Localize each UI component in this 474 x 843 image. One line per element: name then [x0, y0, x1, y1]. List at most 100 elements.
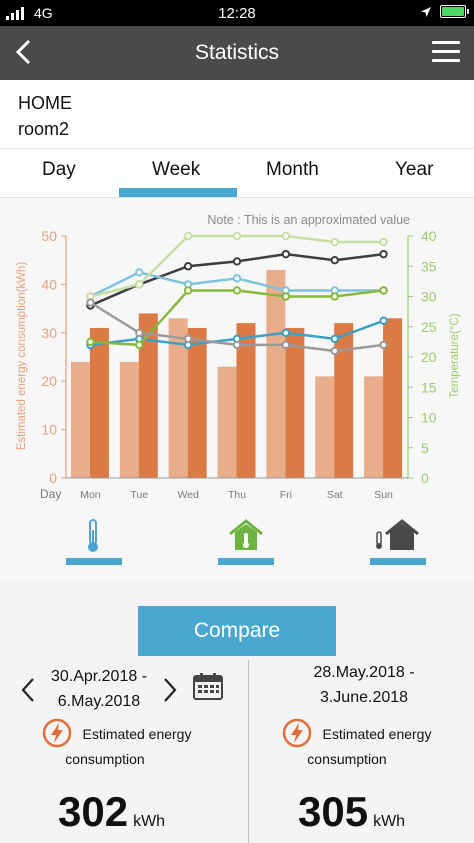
right-estimated-line1: Estimated energy: [322, 726, 432, 742]
y-axis-right-label: Temperature(°C): [449, 313, 461, 398]
bar-s1-sat: [334, 323, 354, 478]
bar-s1-wed: [187, 327, 207, 478]
signal-bars-icon: [6, 6, 24, 20]
y-left-tick-label-10: 10: [41, 422, 57, 438]
status-time: 12:28: [218, 5, 256, 22]
point-s5-mon: [86, 298, 95, 307]
point-s5-tue: [135, 328, 144, 338]
thermometer-home-dark-icon[interactable]: [374, 518, 420, 552]
point-s3-sat: [330, 334, 339, 344]
compare-divider: [248, 660, 249, 843]
point-s4-sat: [330, 292, 339, 301]
bar-s1-tue: [138, 313, 158, 478]
right-estimated-line2: consumption: [307, 751, 387, 767]
y-axis-left-label: Estimated energy consumption(kWh): [16, 262, 28, 451]
y-left-tick-label-20: 20: [41, 373, 57, 389]
y-left-tick-label-50: 50: [41, 228, 57, 244]
left-estimated-line1: Estimated energy: [82, 726, 192, 742]
y-left-tick-label-0: 0: [49, 470, 57, 486]
point-s2-thu: [232, 231, 242, 241]
left-unit: kWh: [133, 813, 166, 830]
home-thermometer-icon[interactable]: [228, 518, 264, 552]
point-s3-sun: [379, 316, 388, 325]
y-right-tick-label-35: 35: [421, 258, 437, 274]
bar-s0-tue: [119, 361, 139, 478]
y-left-tick-label-30: 30: [41, 325, 57, 341]
hamburger-menu-icon[interactable]: [432, 41, 460, 63]
right-value: 305: [298, 788, 369, 835]
compare-button[interactable]: Compare: [138, 606, 336, 656]
bar-s1-mon: [89, 327, 109, 478]
carrier-label: 4G: [34, 5, 53, 21]
bar-s0-mon: [70, 361, 90, 478]
energy-bolt-icon-right: [282, 718, 312, 748]
left-value: 302: [58, 788, 129, 835]
y-left-tick-label-40: 40: [41, 276, 57, 292]
y-right-tick-label-20: 20: [421, 349, 437, 365]
calendar-icon[interactable]: [193, 672, 223, 700]
series-filters: [0, 510, 474, 580]
point-s5-wed: [183, 334, 193, 344]
chevron-right-icon[interactable]: [162, 676, 178, 704]
bar-s1-fri: [285, 327, 305, 478]
period-tabs: Day Week Month Year: [0, 148, 474, 198]
location-block: HOME room2: [18, 90, 72, 142]
point-s4-fri: [281, 292, 291, 301]
thermometer-icon[interactable]: [82, 518, 104, 554]
point-s5-thu: [232, 340, 242, 350]
x-tick-label-wed: Wed: [177, 489, 199, 501]
right-range-end: 3.June.2018: [319, 689, 409, 706]
filter-underline-home: [218, 558, 274, 565]
chevron-left-icon[interactable]: [20, 676, 36, 704]
left-range-end: 6.May.2018: [57, 693, 141, 710]
status-right: [420, 5, 469, 18]
room-name: room2: [18, 119, 70, 139]
right-period-range: 28.May.2018 - 3.June.2018: [296, 660, 432, 710]
bar-s0-wed: [168, 318, 188, 478]
x-axis-label: Day: [40, 487, 61, 501]
right-estimated-label-2: consumption: [282, 746, 412, 772]
y-right-tick-label-0: 0: [421, 470, 429, 486]
tab-week[interactable]: Week: [152, 159, 201, 180]
point-s2-sun: [379, 237, 388, 247]
tab-year[interactable]: Year: [395, 159, 434, 180]
right-energy-value: 305 kWh: [298, 788, 405, 836]
point-s0-fri: [281, 249, 291, 259]
location-arrow-icon: [421, 6, 431, 17]
nav-bar: Statistics: [0, 26, 474, 80]
point-s1-thu: [232, 274, 242, 283]
point-s5-sat: [330, 346, 339, 356]
point-s2-fri: [281, 231, 291, 241]
axes-layer: Note : This is an approximated value Day…: [16, 213, 461, 501]
left-estimated-label-2: consumption: [40, 746, 170, 772]
y-right-tick-label-25: 25: [421, 319, 437, 335]
line-layer: [86, 231, 388, 356]
page-title: Statistics: [194, 41, 280, 64]
point-s2-wed: [183, 231, 193, 241]
tab-month[interactable]: Month: [266, 159, 319, 180]
point-s3-fri: [281, 328, 291, 338]
energy-bolt-icon: [42, 718, 72, 748]
left-estimated-line2: consumption: [65, 751, 145, 767]
bar-s1-thu: [236, 323, 256, 478]
status-bar: 4G 12:28: [0, 0, 474, 26]
bar-layer: [70, 269, 403, 478]
point-s5-fri: [281, 340, 291, 350]
tab-day[interactable]: Day: [42, 159, 76, 180]
bar-s0-thu: [217, 366, 237, 478]
bar-s0-sat: [315, 376, 335, 478]
y-right-tick-label-10: 10: [421, 410, 437, 426]
x-tick-label-thu: Thu: [228, 489, 246, 501]
point-s4-tue: [135, 340, 144, 350]
point-s4-mon: [86, 337, 95, 347]
y-right-tick-label-5: 5: [421, 440, 429, 456]
point-s2-sat: [330, 237, 339, 247]
right-range-start: 28.May.2018 -: [313, 664, 415, 681]
point-s5-sun: [379, 340, 388, 350]
chart-note: Note : This is an approximated value: [207, 213, 410, 227]
x-tick-label-mon: Mon: [80, 489, 101, 501]
point-s4-wed: [183, 286, 193, 295]
left-period-range: 30.Apr.2018 - 6.May.2018: [36, 664, 162, 714]
chevron-left-icon[interactable]: [12, 38, 38, 66]
